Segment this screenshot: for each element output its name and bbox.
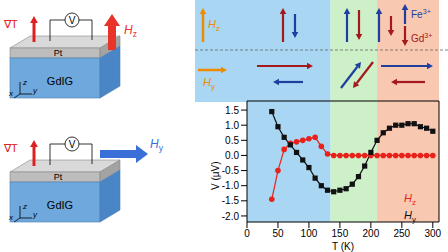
svg-text:Gd3+: Gd3+ bbox=[411, 31, 433, 44]
svg-text:Hy: Hy bbox=[203, 76, 215, 91]
svg-text:1.0: 1.0 bbox=[225, 120, 239, 131]
svg-text:V: V bbox=[69, 15, 76, 26]
svg-text:y: y bbox=[32, 210, 38, 219]
svg-text:GdIG: GdIG bbox=[47, 199, 73, 211]
svg-text:150: 150 bbox=[332, 228, 349, 239]
svg-text:-2.0: -2.0 bbox=[222, 211, 240, 222]
svg-text:z: z bbox=[22, 78, 27, 87]
svg-text:Hz: Hz bbox=[208, 18, 220, 33]
svg-text:0.5: 0.5 bbox=[225, 135, 239, 146]
svg-text:0.0: 0.0 bbox=[225, 150, 239, 161]
svg-text:1.5: 1.5 bbox=[225, 105, 239, 116]
svg-text:Hy: Hy bbox=[150, 137, 164, 153]
html-text:Hy: Hy bbox=[404, 209, 416, 225]
svg-text:z: z bbox=[22, 202, 27, 211]
svg-text:250: 250 bbox=[393, 228, 410, 239]
svg-text:-1.5: -1.5 bbox=[222, 195, 240, 206]
svg-text:0: 0 bbox=[244, 228, 250, 239]
svg-text:Hz: Hz bbox=[124, 23, 137, 39]
svg-text:Pt: Pt bbox=[54, 48, 63, 58]
html-text:Hz: Hz bbox=[404, 192, 416, 208]
svg-text:-0.5: -0.5 bbox=[222, 165, 240, 176]
svg-text:V (μV): V (μV) bbox=[210, 162, 221, 191]
svg-text:-1.0: -1.0 bbox=[222, 180, 240, 191]
svg-text:Fe3+: Fe3+ bbox=[411, 7, 431, 20]
svg-text:∇T: ∇T bbox=[3, 18, 18, 30]
svg-text:100: 100 bbox=[301, 228, 318, 239]
svg-text:y: y bbox=[32, 86, 38, 95]
svg-text:GdIG: GdIG bbox=[47, 75, 73, 87]
svg-text:200: 200 bbox=[363, 228, 380, 239]
svg-text:x: x bbox=[8, 213, 14, 222]
svg-text:Pt: Pt bbox=[54, 172, 63, 182]
svg-text:T (K): T (K) bbox=[332, 241, 354, 252]
svg-text:x: x bbox=[8, 89, 14, 98]
svg-text:V: V bbox=[69, 139, 76, 150]
svg-text:∇T: ∇T bbox=[3, 142, 18, 154]
svg-text:300: 300 bbox=[424, 228, 441, 239]
svg-text:50: 50 bbox=[272, 228, 284, 239]
